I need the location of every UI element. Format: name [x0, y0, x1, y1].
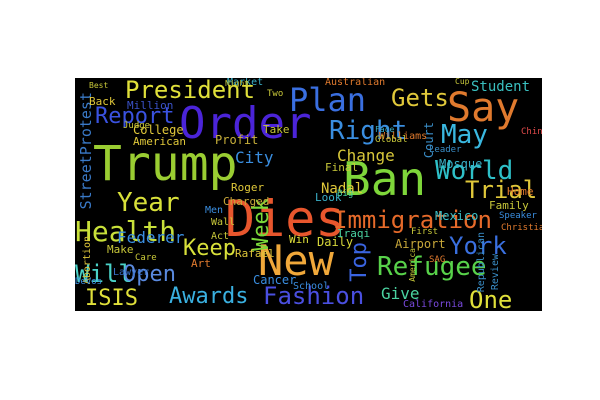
cloud-word: World [435, 156, 514, 186]
cloud-word: American [133, 135, 186, 148]
cloud-word: Nadal [321, 181, 364, 197]
cloud-word: Iraqi [337, 227, 371, 240]
cloud-word: Trump [93, 136, 238, 192]
cloud-word: Open [123, 262, 176, 287]
cloud-word: Home [507, 185, 534, 198]
cloud-word: New [258, 236, 334, 285]
cloud-word: Australian [325, 78, 386, 88]
cloud-word: Plan [289, 81, 367, 119]
cloud-word: Art [191, 257, 211, 270]
cloud-word: SAG [429, 255, 446, 265]
cloud-word: Federer [117, 228, 185, 247]
cloud-word: One [469, 286, 513, 311]
cloud-word: Gets [391, 84, 449, 112]
cloud-word: Airport [395, 237, 446, 251]
cloud-word: Order [179, 98, 312, 149]
cloud-word: Charged [223, 195, 270, 208]
cloud-word: Ban [343, 152, 427, 206]
cloud-word: Look [315, 191, 342, 204]
cloud-word: Christian [501, 223, 542, 233]
cloud-word: China [521, 127, 542, 137]
cloud-word: Dies [225, 190, 346, 248]
cloud-word: Daily [317, 235, 354, 249]
cloud-word: Trial [465, 176, 538, 204]
cloud-word: Wall [211, 217, 236, 228]
cloud-word: Student [471, 79, 531, 95]
cloud-word: President [125, 78, 256, 104]
cloud-word: Health [75, 215, 177, 248]
cloud-word: Mexico [435, 209, 479, 223]
cloud-word: Care [135, 253, 157, 263]
cloud-word: Cancer [253, 273, 297, 287]
cloud-word: Change [337, 146, 395, 165]
cloud-word: Face [375, 125, 395, 134]
cloud-word: Night [225, 79, 250, 88]
cloud-word: Say [447, 85, 520, 131]
cloud-word: DeVos [75, 277, 103, 287]
cloud-word: Awards [169, 284, 249, 309]
cloud-word: Act [211, 231, 230, 242]
cloud-word: ISIS [85, 286, 138, 311]
cloud-word: Report [95, 104, 175, 129]
word-cloud: Trump Order Dies Ban New Say Plan Immigration Fa… [75, 78, 542, 311]
cloud-word: College [133, 123, 184, 137]
cloud-word: Right [329, 116, 408, 146]
cloud-word: Million [127, 99, 174, 112]
cloud-word: Lawyer [113, 267, 150, 278]
cloud-word: Republican [476, 232, 487, 293]
cloud-word: Two [267, 89, 284, 99]
cloud-word: Family [489, 199, 529, 212]
cloud-word: Rafael [235, 247, 275, 260]
cloud-word: Will [75, 260, 133, 288]
cloud-word: May [441, 120, 488, 150]
cloud-word: Leader [429, 145, 462, 155]
cloud-word: Give [381, 284, 420, 303]
cloud-word: Roger [231, 181, 265, 194]
cloud-word: Williams [379, 131, 428, 142]
cloud-word: Final [325, 161, 359, 174]
cloud-word: Speaker [499, 211, 537, 221]
cloud-word: Refugee [377, 252, 487, 282]
cloud-word: Men [205, 205, 224, 216]
cloud-word: Judge [123, 121, 151, 131]
cloud-word: Best [89, 81, 109, 90]
cloud-word: Market [227, 78, 264, 88]
cloud-word: Take [263, 123, 290, 136]
cloud-word: Win [289, 233, 309, 246]
cloud-word: Keep [183, 236, 236, 261]
cloud-word: Global [375, 135, 408, 145]
cloud-word: York [449, 232, 507, 260]
cloud-word: City [235, 148, 274, 167]
cloud-word: California [403, 299, 464, 310]
cloud-word: StreetProtest [77, 92, 95, 210]
cloud-word: Cup [455, 78, 470, 86]
cloud-word: School [293, 281, 330, 292]
cloud-word: America [408, 248, 417, 282]
cloud-word: Mosque [439, 157, 483, 171]
cloud-word: Year [117, 188, 180, 218]
cloud-word: Back [89, 95, 116, 108]
cloud-word: Review [490, 254, 501, 291]
cloud-word: Profit [215, 133, 259, 147]
cloud-word: Fashion [263, 282, 365, 310]
cloud-word: First [411, 227, 439, 237]
cloud-word: Big [337, 189, 354, 199]
cloud-word: Immigration [333, 206, 492, 234]
cloud-word: Make [107, 243, 134, 256]
